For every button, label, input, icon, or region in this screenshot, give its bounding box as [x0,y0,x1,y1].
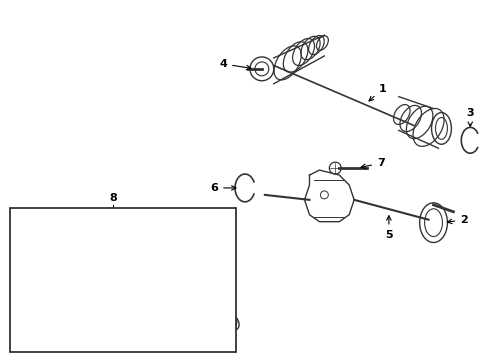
Text: 1: 1 [368,84,386,101]
Text: 7: 7 [360,158,384,168]
Text: 4: 4 [219,59,250,70]
Bar [10,208,236,352]
Text: 6: 6 [210,183,236,193]
Text: 3: 3 [466,108,473,126]
Text: 2: 2 [447,215,467,225]
Text: 8: 8 [109,193,117,203]
Text: 5: 5 [384,216,392,240]
